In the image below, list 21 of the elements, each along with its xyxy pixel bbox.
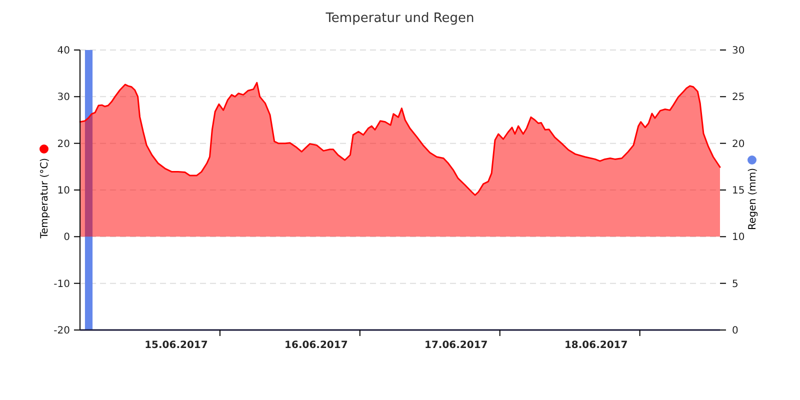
x-tick-label: 16.06.2017 [284,340,348,351]
x-tick-label: 15.06.2017 [144,340,208,351]
y-tick-label: 40 [57,46,70,56]
y-tick-label: 10 [57,186,70,196]
y2-tick-label: 10 [732,232,745,244]
chart-title: Temperatur und Regen [324,11,474,26]
x-tick-label: 17.06.2017 [424,340,488,351]
y-tick-label: 30 [57,92,70,104]
x-tick-label: 18.06.2017 [564,340,628,351]
y2-tick-label: 20 [732,138,745,150]
y-tick-label: -20 [54,326,70,336]
y2-tick-label: 0 [732,326,738,336]
y2-tick-label: 25 [732,92,745,104]
y2-axis-title: Regen (mm) [748,168,758,230]
y-tick-label: 20 [57,138,70,150]
y-tick-label: -10 [54,278,70,290]
y-axis-title: Temperatur (°C) [40,158,50,240]
y2-tick-label: 30 [732,46,745,56]
y2-tick-label: 5 [732,278,738,290]
y2-tick-label: 15 [732,186,745,196]
y-tick-label: 0 [64,232,70,244]
